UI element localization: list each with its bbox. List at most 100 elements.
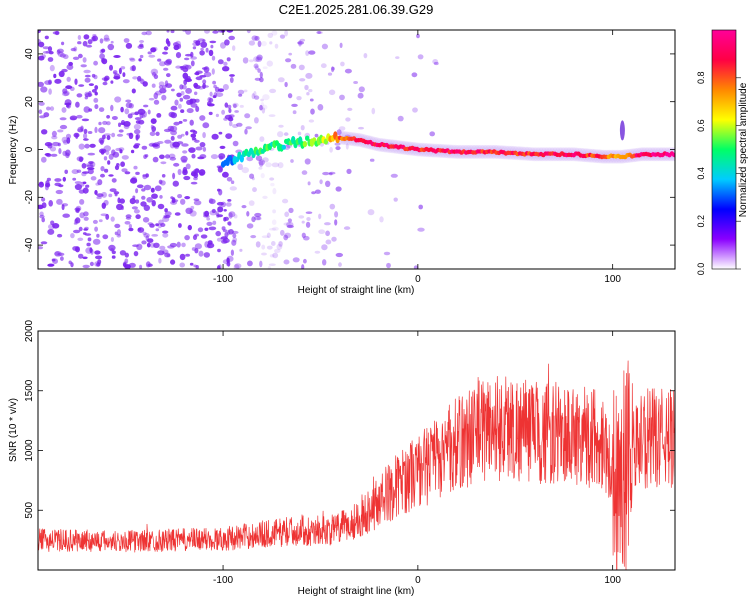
noise-dot <box>199 142 206 148</box>
noise-dot <box>202 132 206 139</box>
noise-dot <box>257 40 262 48</box>
noise-dot <box>107 43 115 51</box>
noise-dot <box>203 211 206 217</box>
noise-dot <box>98 121 102 126</box>
noise-dot <box>64 169 68 174</box>
noise-dot <box>224 102 229 108</box>
noise-dot <box>73 229 81 234</box>
noise-dot <box>164 139 172 144</box>
noise-dot <box>121 168 128 173</box>
noise-dot <box>85 247 93 254</box>
noise-dot <box>248 40 256 46</box>
noise-dot <box>133 209 140 214</box>
noise-dot <box>266 60 273 67</box>
noise-dot <box>367 209 375 216</box>
noise-dot <box>113 191 120 195</box>
noise-dot <box>171 88 175 92</box>
noise-dot <box>89 143 96 148</box>
noise-dot <box>179 262 185 268</box>
noise-dot <box>155 223 160 227</box>
noise-dot <box>269 88 277 94</box>
noise-dot <box>217 59 224 65</box>
noise-dot <box>68 260 72 265</box>
noise-dot <box>195 76 203 81</box>
noise-dot <box>132 76 138 80</box>
noise-dot <box>232 140 239 147</box>
noise-dot <box>284 81 288 88</box>
noise-dot <box>111 255 116 259</box>
noise-dot <box>79 212 85 219</box>
noise-dot <box>131 206 138 210</box>
noise-dot <box>183 79 188 86</box>
noise-dot <box>271 30 278 36</box>
noise-dot <box>182 72 189 80</box>
noise-dot <box>58 70 65 78</box>
spectrogram-noise-dots <box>38 30 439 269</box>
noise-dot <box>190 181 198 185</box>
noise-dot <box>52 223 60 229</box>
noise-dot <box>157 250 165 256</box>
noise-dot <box>189 262 194 266</box>
noise-dot <box>41 197 46 202</box>
noise-dot <box>83 216 89 221</box>
noise-dot <box>260 98 264 102</box>
noise-dot <box>227 199 232 202</box>
noise-dot <box>77 35 82 40</box>
noise-dot <box>178 103 182 109</box>
noise-dot <box>164 211 172 216</box>
signal-cell <box>239 154 244 163</box>
noise-dot <box>63 90 70 96</box>
noise-dot <box>192 46 197 50</box>
noise-dot <box>193 264 197 268</box>
noise-dot <box>143 204 150 211</box>
noise-dot <box>146 197 153 203</box>
noise-dot <box>111 149 116 156</box>
noise-dot <box>233 264 240 269</box>
noise-dot <box>277 162 284 169</box>
noise-dot <box>262 157 269 163</box>
noise-dot <box>151 193 158 199</box>
noise-dot <box>221 226 226 231</box>
noise-dot <box>270 182 275 187</box>
noise-dot <box>226 177 233 182</box>
noise-dot <box>76 114 83 119</box>
noise-dot <box>108 193 113 198</box>
noise-dot <box>300 125 305 131</box>
noise-dot <box>153 92 159 100</box>
noise-dot <box>218 153 226 160</box>
noise-dot <box>272 252 279 259</box>
noise-dot <box>249 59 254 63</box>
noise-dot <box>57 252 65 256</box>
noise-dot <box>316 31 322 34</box>
noise-dot <box>66 64 74 70</box>
noise-dot <box>305 72 313 79</box>
noise-dot <box>177 134 183 139</box>
noise-dot <box>82 232 87 235</box>
noise-dot <box>125 214 132 218</box>
noise-dot <box>250 235 257 239</box>
noise-dot <box>179 97 184 102</box>
noise-dot <box>135 188 139 194</box>
noise-dot <box>208 198 216 205</box>
noise-dot <box>111 132 116 138</box>
noise-dot <box>329 203 336 210</box>
noise-dot <box>80 64 87 68</box>
noise-dot <box>60 256 64 261</box>
noise-dot <box>190 60 195 67</box>
noise-dot <box>98 107 105 112</box>
noise-dot <box>93 60 98 66</box>
noise-dot <box>88 161 94 165</box>
noise-dot <box>303 235 310 241</box>
noise-dot <box>54 178 62 182</box>
noise-dot <box>161 94 167 101</box>
noise-dot <box>416 33 420 39</box>
noise-dot <box>62 88 68 94</box>
noise-dot <box>318 229 326 234</box>
noise-dot <box>132 244 139 247</box>
noise-dot <box>174 144 180 150</box>
noise-dot <box>211 68 215 75</box>
noise-dot <box>185 87 193 94</box>
y-tick-label: 0 <box>24 146 35 152</box>
noise-dot <box>183 175 191 181</box>
noise-dot <box>113 76 121 80</box>
